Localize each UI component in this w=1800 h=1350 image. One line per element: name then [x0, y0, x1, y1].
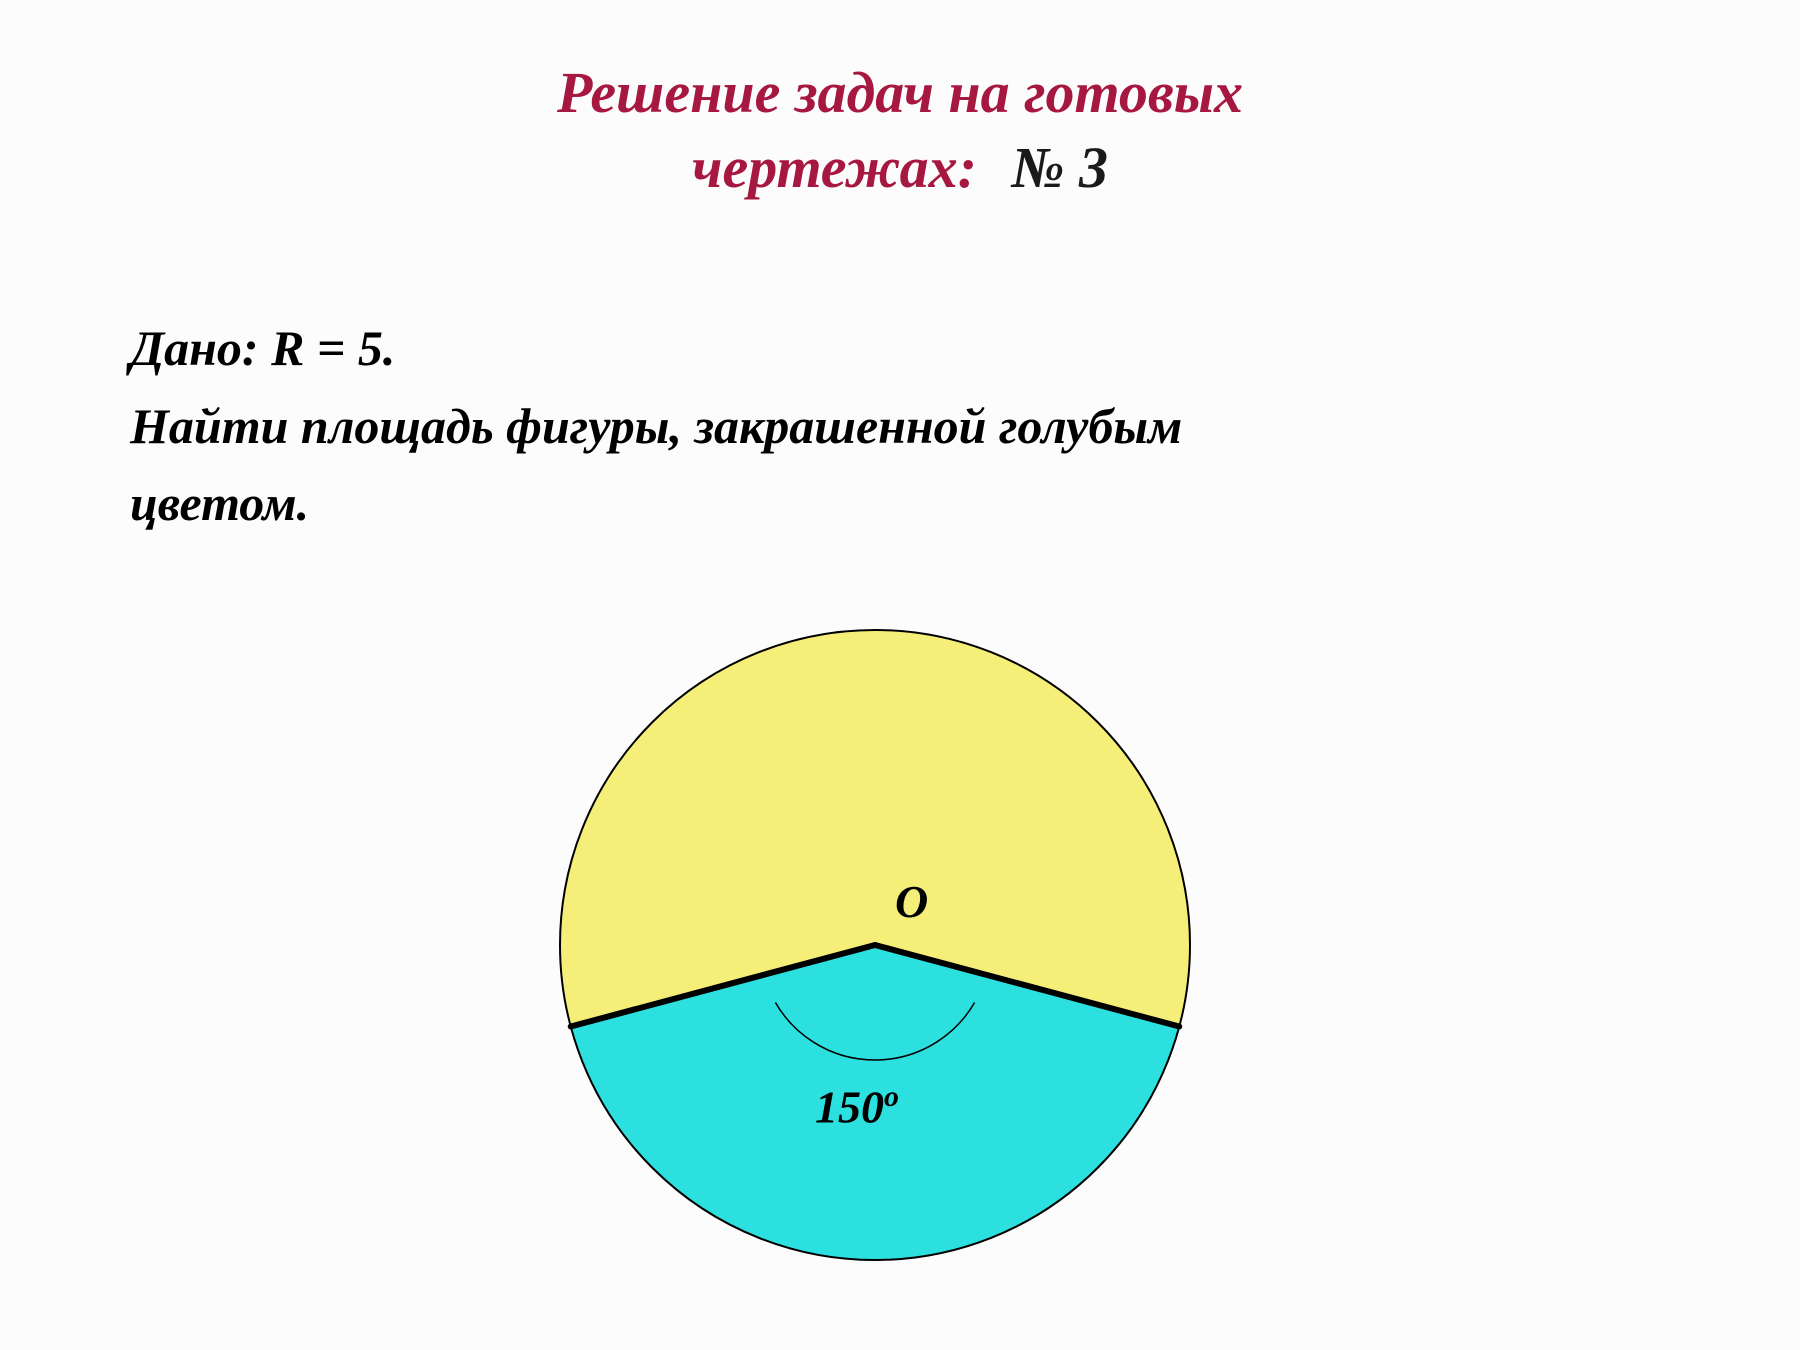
title-prefix: чертежах: — [692, 135, 977, 200]
title-block: Решение задач на готовых чертежах: № 3 — [0, 55, 1800, 206]
title-line-2: чертежах: № 3 — [0, 130, 1800, 205]
given-line-3: цветом. — [130, 465, 1670, 543]
given-line-2: Найти площадь фигуры, закрашенной голубы… — [130, 388, 1670, 466]
diagram-svg — [485, 615, 1265, 1315]
given-line-1: Дано: R = 5. — [130, 310, 1670, 388]
title-number: № 3 — [1011, 135, 1108, 200]
angle-superscript: о — [884, 1080, 899, 1113]
angle-value: 150 — [815, 1081, 884, 1132]
angle-label: 150о — [815, 1080, 899, 1133]
title-line-1: Решение задач на готовых — [0, 55, 1800, 130]
given-block: Дано: R = 5. Найти площадь фигуры, закра… — [130, 310, 1670, 543]
center-label: О — [895, 875, 928, 928]
circle-diagram: О 150о — [485, 615, 1265, 1320]
